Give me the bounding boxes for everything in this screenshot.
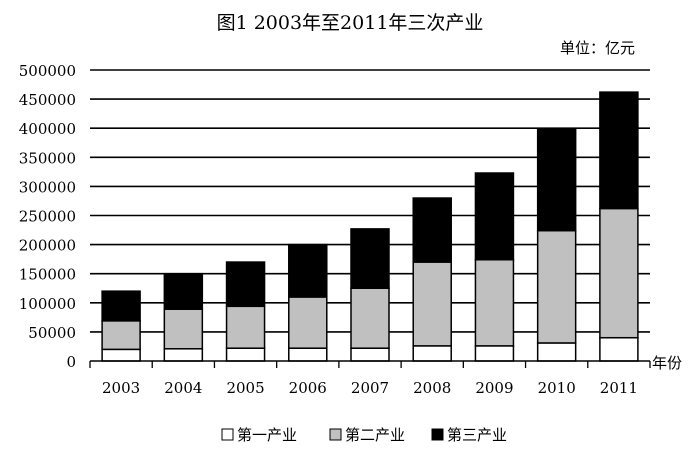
bar-2003-series-1 (101, 320, 141, 351)
bar-2007-series-0 (350, 347, 390, 362)
y-tick-label: 0 (66, 353, 76, 371)
y-tick-label: 100000 (19, 295, 76, 313)
bar-2006-series-1 (288, 296, 328, 349)
bar-2003-series-2 (101, 290, 141, 322)
bar-2005-series-0 (225, 347, 266, 362)
x-tick-label: 2009 (475, 379, 513, 397)
bar-2004-series-2 (163, 272, 204, 310)
bar-2004-series-1 (163, 308, 204, 350)
bar-2006-series-2 (288, 243, 328, 298)
legend-label: 第二产业 (345, 426, 405, 444)
legend-swatch (431, 428, 444, 441)
chart-title: 图1 2003年至2011年三次产业 (217, 12, 484, 34)
bar-2006-series-0 (288, 347, 328, 362)
x-tick-label: 2007 (351, 379, 389, 397)
bar-2005-series-1 (225, 305, 266, 349)
bar-2010-series-2 (536, 128, 577, 232)
y-tick-label: 200000 (19, 237, 76, 255)
x-tick-label: 2006 (289, 379, 327, 397)
y-tick-label: 50000 (28, 324, 76, 342)
bar-2005-series-2 (225, 261, 266, 308)
y-tick-label: 500000 (19, 62, 76, 80)
x-tick-label: 2008 (413, 379, 451, 397)
bar-2008-series-0 (412, 345, 452, 362)
unit-label: 单位：亿元 (560, 39, 635, 57)
bar-2003-series-0 (101, 348, 141, 362)
bar-2011-series-0 (599, 336, 639, 362)
legend-label: 第一产业 (237, 426, 297, 444)
bar-2009-series-2 (474, 172, 515, 261)
y-tick-label: 300000 (19, 178, 76, 196)
bar-2008-series-2 (412, 197, 452, 263)
bar-2009-series-0 (474, 345, 515, 362)
bar-2004-series-0 (163, 348, 204, 362)
y-tick-label: 150000 (19, 266, 76, 284)
x-tick-label: 2005 (226, 379, 264, 397)
bar-2010-series-0 (536, 342, 577, 362)
legend-label: 第三产业 (447, 426, 507, 444)
y-tick-label: 400000 (19, 120, 76, 138)
x-tick-label: 2003 (102, 379, 140, 397)
y-tick-label: 250000 (19, 208, 76, 226)
bar-2009-series-1 (474, 258, 515, 347)
bar-2007-series-1 (350, 287, 390, 349)
x-tick-label: 2010 (538, 379, 576, 397)
x-axis-label: 年份 (652, 354, 682, 372)
bar-2010-series-1 (536, 229, 577, 344)
x-tick-label: 2004 (164, 379, 202, 397)
legend-swatch (329, 428, 342, 441)
legend-swatch (221, 428, 234, 441)
bar-2011-series-2 (599, 91, 639, 210)
bar-2008-series-1 (412, 261, 452, 347)
bar-2011-series-1 (599, 207, 639, 339)
x-tick-label: 2011 (600, 379, 638, 397)
bar-2007-series-2 (350, 228, 390, 289)
y-tick-label: 350000 (19, 149, 76, 167)
y-tick-label: 450000 (19, 91, 76, 109)
